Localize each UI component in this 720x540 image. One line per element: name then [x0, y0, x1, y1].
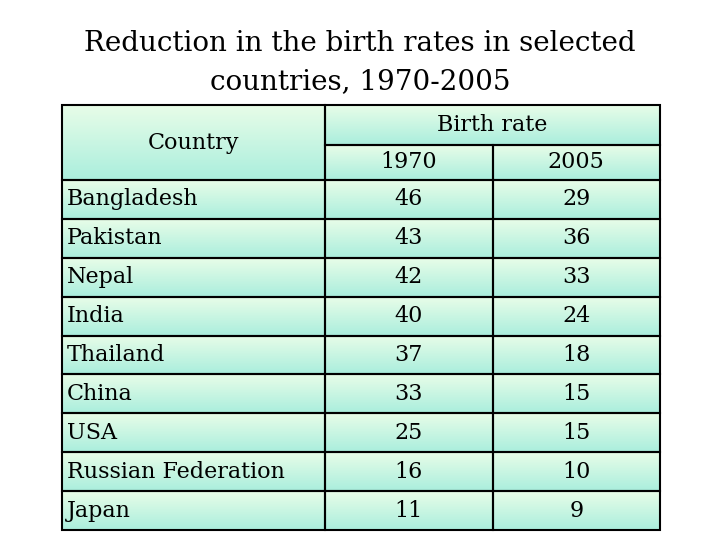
- Bar: [325, 180, 492, 219]
- Text: Russian Federation: Russian Federation: [67, 461, 285, 483]
- Text: 2005: 2005: [548, 152, 605, 173]
- Text: 29: 29: [562, 188, 590, 211]
- Bar: [492, 335, 660, 374]
- Text: China: China: [67, 383, 132, 405]
- Bar: [325, 491, 492, 530]
- Bar: [325, 413, 492, 452]
- Text: 25: 25: [395, 422, 423, 444]
- Bar: [325, 335, 492, 374]
- Bar: [62, 452, 325, 491]
- Bar: [62, 335, 325, 374]
- Text: 1970: 1970: [381, 152, 437, 173]
- Bar: [492, 296, 660, 335]
- Bar: [492, 219, 660, 258]
- Bar: [325, 258, 492, 296]
- Text: 36: 36: [562, 227, 590, 249]
- Bar: [492, 145, 660, 180]
- Text: 24: 24: [562, 305, 590, 327]
- Bar: [62, 105, 325, 180]
- Bar: [62, 219, 325, 258]
- Text: 11: 11: [395, 500, 423, 522]
- Text: 43: 43: [395, 227, 423, 249]
- Text: Pakistan: Pakistan: [67, 227, 163, 249]
- Bar: [62, 180, 325, 219]
- Bar: [325, 296, 492, 335]
- Bar: [62, 491, 325, 530]
- Text: 15: 15: [562, 422, 590, 444]
- Text: Birth rate: Birth rate: [437, 114, 548, 136]
- Bar: [492, 413, 660, 452]
- Bar: [325, 219, 492, 258]
- Bar: [325, 374, 492, 413]
- Bar: [492, 258, 660, 296]
- Text: Nepal: Nepal: [67, 266, 134, 288]
- Text: 46: 46: [395, 188, 423, 211]
- Bar: [492, 452, 660, 491]
- Bar: [325, 145, 492, 180]
- Bar: [325, 105, 660, 145]
- Bar: [325, 452, 492, 491]
- Text: 37: 37: [395, 344, 423, 366]
- Text: Bangladesh: Bangladesh: [67, 188, 199, 211]
- Text: 40: 40: [395, 305, 423, 327]
- Bar: [492, 180, 660, 219]
- Bar: [62, 258, 325, 296]
- Text: countries, 1970-2005: countries, 1970-2005: [210, 68, 510, 95]
- Text: Reduction in the birth rates in selected: Reduction in the birth rates in selected: [84, 30, 636, 57]
- Bar: [492, 491, 660, 530]
- Bar: [62, 413, 325, 452]
- Text: 18: 18: [562, 344, 590, 366]
- Text: 15: 15: [562, 383, 590, 405]
- Text: 42: 42: [395, 266, 423, 288]
- Text: 16: 16: [395, 461, 423, 483]
- Text: 33: 33: [562, 266, 590, 288]
- Text: 33: 33: [395, 383, 423, 405]
- Text: Country: Country: [148, 132, 239, 153]
- Text: 10: 10: [562, 461, 590, 483]
- Text: Japan: Japan: [67, 500, 131, 522]
- Bar: [62, 296, 325, 335]
- Bar: [492, 374, 660, 413]
- Text: India: India: [67, 305, 125, 327]
- Text: 9: 9: [570, 500, 583, 522]
- Text: Thailand: Thailand: [67, 344, 166, 366]
- Bar: [62, 374, 325, 413]
- Text: USA: USA: [67, 422, 117, 444]
